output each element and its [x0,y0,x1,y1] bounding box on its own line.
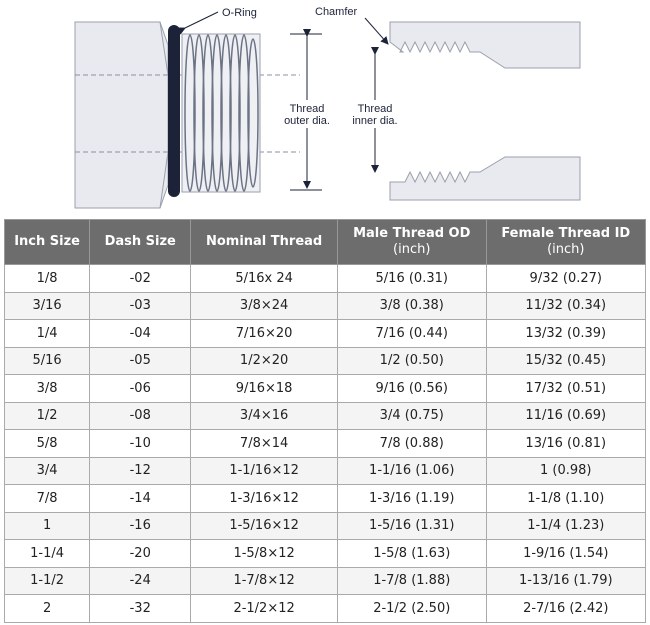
table-cell: 7/16 (0.44) [336,319,487,348]
table-cell: 1-1/16 (1.06) [336,456,487,485]
header-cell: Dash Size [89,219,192,265]
table-cell: 3/4 (0.75) [336,401,487,430]
inner-label: Thread [358,103,393,115]
table-cell: -04 [89,319,192,348]
table-cell: -02 [89,264,192,293]
table-row: 1/4 -04 7/16×20 7/16 (0.44) 13/32 (0.39) [3,319,647,348]
table-cell: 1-13/16 (1.79) [485,566,647,595]
table-cell: 5/16x 24 [190,264,338,293]
table-row: 5/8 -10 7/8×14 7/8 (0.88) 13/16 (0.81) [3,429,647,458]
table-cell: -08 [89,401,192,430]
table-cell: -10 [89,429,192,458]
table-cell: 17/32 (0.51) [485,374,647,403]
table-cell: 13/32 (0.39) [485,319,647,348]
outer-label: outer dia. [284,115,330,127]
table-cell: 2 [3,594,91,623]
table-row: 3/4 -12 1-1/16×12 1-1/16 (1.06) 1 (0.98) [3,456,647,485]
table-cell: 1/2 (0.50) [336,346,487,375]
table-cell: 11/32 (0.34) [485,291,647,320]
table-cell: 1-1/4 [3,539,91,568]
table-cell: 1-1/2 [3,566,91,595]
table-cell: 5/16 (0.31) [336,264,487,293]
table-cell: 2-1/2 (2.50) [336,594,487,623]
table-cell: 1-3/16×12 [190,484,338,513]
table-cell: -12 [89,456,192,485]
header-line: (inch) [547,242,585,257]
table-cell: 7/16×20 [190,319,338,348]
thread-diagram: Thread outer dia. O-Ring Thread inner di… [74,6,581,209]
header-cell: Male Thread OD (inch) [336,219,487,265]
table-cell: 5/16 [3,346,91,375]
o-ring-label: O-Ring [222,7,257,19]
table-cell: -32 [89,594,192,623]
table-cell: 2-1/2×12 [190,594,338,623]
header-line: Male Thread OD [353,226,471,241]
inner-label: inner dia. [352,115,397,127]
table-row: 1-1/4 -20 1-5/8×12 1-5/8 (1.63) 1-9/16 (1.54… [3,539,647,568]
table-cell: -14 [89,484,192,513]
table-cell: 9/16 (0.56) [336,374,487,403]
table-cell: 1-1/8 (1.10) [485,484,647,513]
table-cell: 1 (0.98) [485,456,647,485]
table-cell: 1-7/8 (1.88) [336,566,487,595]
table-cell: -20 [89,539,192,568]
table-cell: -24 [89,566,192,595]
table-row: 3/8 -06 9/16×18 9/16 (0.56) 17/32 (0.51) [3,374,647,403]
table-cell: 1/2 [3,401,91,430]
table-row: 1/8 -02 5/16x 24 5/16 (0.31) 9/32 (0.27) [3,264,647,293]
table-cell: 9/32 (0.27) [485,264,647,293]
table-cell: 1-9/16 (1.54) [485,539,647,568]
table-cell: 11/16 (0.69) [485,401,647,430]
table-cell: -06 [89,374,192,403]
header-cell: Nominal Thread [190,219,338,265]
table-cell: 3/16 [3,291,91,320]
outer-label: Thread [290,103,325,115]
table-cell: -05 [89,346,192,375]
table-cell: 3/8 [3,374,91,403]
table-cell: 1-1/16×12 [190,456,338,485]
table-cell: 1/4 [3,319,91,348]
thread-table: Inch Size Dash Size Nominal Thread Male Thr… [3,219,647,623]
table-cell: 1-7/8×12 [190,566,338,595]
table-cell: -16 [89,511,192,540]
table-cell: 1 [3,511,91,540]
table-cell: 9/16×18 [190,374,338,403]
table-cell: 7/8 [3,484,91,513]
table-row: 3/16 -03 3/8×24 3/8 (0.38) 11/32 (0.34) [3,291,647,320]
table-cell: 13/16 (0.81) [485,429,647,458]
table-cell: 1-5/16×12 [190,511,338,540]
table-cell: 1/2×20 [190,346,338,375]
header-cell: Inch Size [3,219,91,265]
table-row: 1 -16 1-5/16×12 1-5/16 (1.31) 1-1/4 (1.23) [3,511,647,540]
table-cell: 3/8×24 [190,291,338,320]
header-line: Female Thread ID [501,226,631,241]
table-cell: 1-3/16 (1.19) [336,484,487,513]
table-cell: 1-5/8 (1.63) [336,539,487,568]
table-cell: 1-1/4 (1.23) [485,511,647,540]
header-cell: Female Thread ID (inch) [485,219,647,265]
table-cell: 3/8 (0.38) [336,291,487,320]
table-cell: 1/8 [3,264,91,293]
table-cell: 3/4 [3,456,91,485]
table-cell: 3/4×16 [190,401,338,430]
table-row: 1-1/2 -24 1-7/8×12 1-7/8 (1.88) 1-13/16 (1.7… [3,566,647,595]
header-line: (inch) [393,242,431,257]
table-cell: 5/8 [3,429,91,458]
table-row: 1/2 -08 3/4×16 3/4 (0.75) 11/16 (0.69) [3,401,647,430]
chamfer-label: Chamfer [315,6,358,18]
table-cell: 1-5/16 (1.31) [336,511,487,540]
table-cell: -03 [89,291,192,320]
table-cell: 7/8 (0.88) [336,429,487,458]
table-row: 5/16 -05 1/2×20 1/2 (0.50) 15/32 (0.45) [3,346,647,375]
table-cell: 2-7/16 (2.42) [485,594,647,623]
table-row: 7/8 -14 1-3/16×12 1-3/16 (1.19) 1-1/8 (1.10) [3,484,647,513]
table-cell: 7/8×14 [190,429,338,458]
table-cell: 1-5/8×12 [190,539,338,568]
table-cell: 15/32 (0.45) [485,346,647,375]
table-row: 2 -32 2-1/2×12 2-1/2 (2.50) 2-7/16 (2.42) [3,594,647,623]
